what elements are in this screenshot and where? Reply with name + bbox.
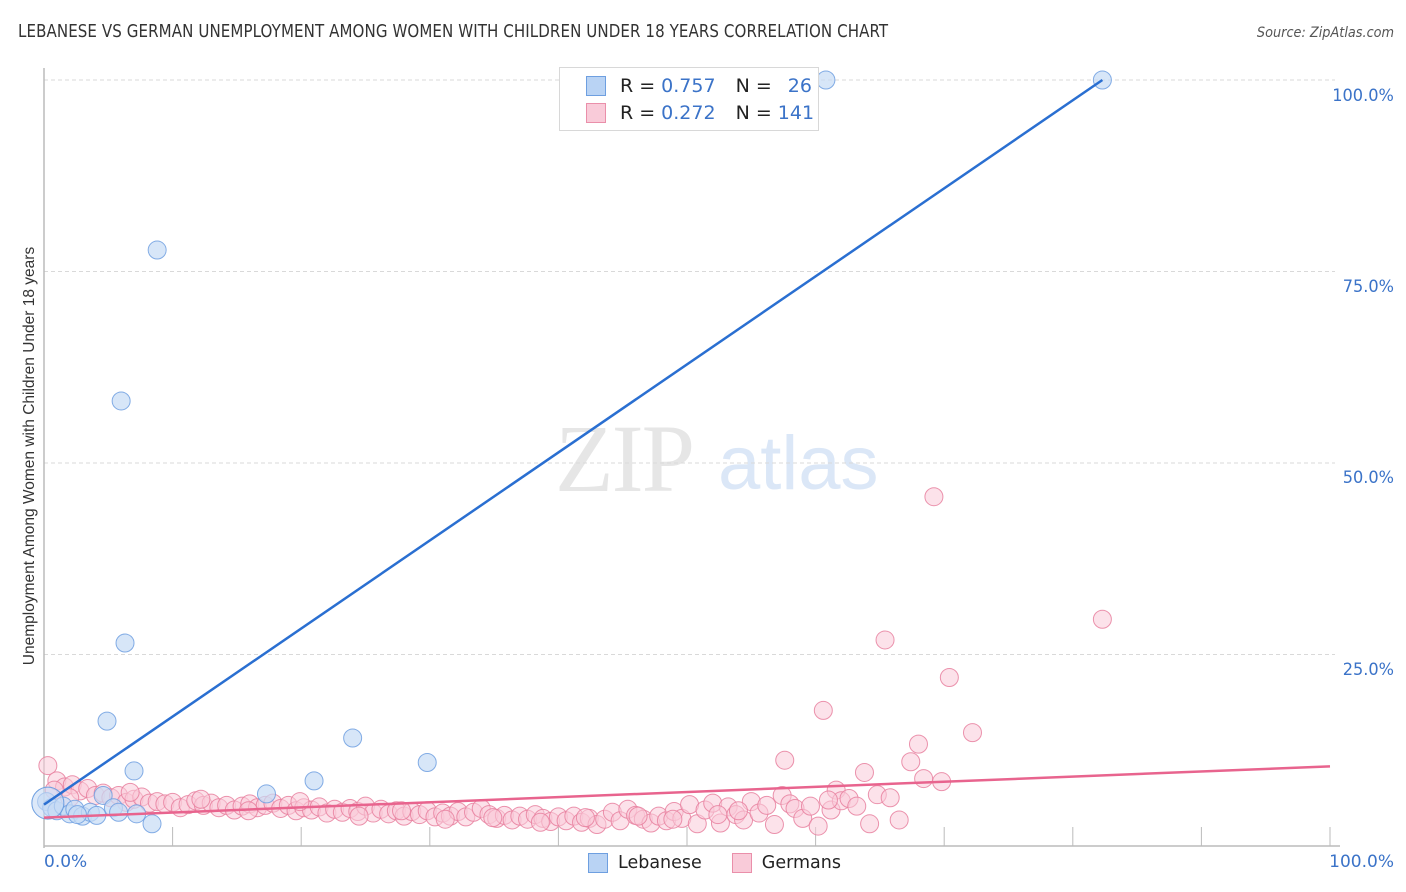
data-point	[483, 808, 503, 828]
r-label: R =	[620, 102, 656, 124]
r-label: R =	[620, 75, 656, 97]
data-point	[708, 805, 728, 825]
y-tick-75: 75.0%	[1342, 277, 1394, 297]
axes	[43, 68, 1340, 848]
data-point	[343, 728, 363, 748]
data-point	[256, 784, 276, 804]
data-point	[939, 667, 959, 687]
y-axis-label: Unemployment Among Women with Children U…	[21, 246, 38, 666]
legend-label-germans: Germans	[761, 853, 841, 873]
data-point	[962, 723, 982, 743]
data-point	[67, 805, 87, 825]
data-point	[628, 806, 648, 826]
r-value-germans: 0.272	[661, 102, 716, 124]
lebanese-legend-icon	[588, 853, 608, 873]
data-point	[147, 240, 167, 260]
chart-title: LEBANESE VS GERMAN UNEMPLOYMENT AMONG WO…	[18, 22, 889, 42]
x-tick-0: 0.0%	[44, 852, 88, 872]
data-point	[111, 391, 131, 411]
legend-item-lebanese[interactable]: Lebanese	[588, 853, 702, 873]
data-point	[575, 808, 595, 828]
legend-label-lebanese: Lebanese	[618, 853, 702, 873]
data-point	[120, 782, 140, 802]
n-value-lebanese: 26	[787, 75, 812, 97]
data-point	[914, 769, 934, 789]
data-point	[417, 753, 437, 773]
gridlines	[44, 79, 1335, 655]
data-point	[728, 801, 748, 821]
data-point	[800, 796, 820, 816]
data-point	[847, 796, 867, 816]
data-point	[889, 810, 909, 830]
series-legend: Lebanese Germans	[588, 853, 871, 873]
n-label: N =	[735, 102, 772, 124]
data-point	[908, 734, 928, 754]
data-point	[124, 761, 144, 781]
data-point	[349, 806, 369, 826]
data-point	[757, 795, 777, 815]
data-point	[808, 816, 828, 836]
data-point	[860, 814, 880, 834]
legend-item-germans[interactable]: Germans	[731, 853, 841, 873]
correlation-legend: R = 0.757 N = 26 R = 0.272 N = 141	[559, 67, 819, 131]
y-tick-25: 25.0%	[1342, 660, 1394, 680]
data-point	[392, 801, 412, 821]
y-tick-50: 50.0%	[1342, 468, 1394, 488]
data-point	[813, 700, 833, 720]
data-point	[115, 633, 135, 653]
y-tick-100: 100.0%	[1332, 86, 1394, 106]
data-point	[142, 814, 162, 834]
data-point	[304, 771, 324, 791]
source-label: Source: ZipAtlas.com	[1256, 25, 1394, 41]
n-value-germans: 141	[777, 102, 815, 124]
data-point	[93, 785, 113, 805]
n-label: N =	[735, 75, 772, 97]
data-point	[663, 809, 683, 829]
x-tick-100: 100.0%	[1329, 852, 1394, 872]
germans-legend-icon	[731, 853, 752, 873]
r-value-lebanese: 0.757	[661, 75, 716, 97]
watermark-zip: ZIP	[555, 405, 695, 512]
data-point	[97, 711, 117, 731]
germans-trend-line	[43, 765, 1331, 819]
data-point	[775, 750, 795, 770]
trend-lines	[43, 78, 1331, 819]
lebanese-points	[31, 70, 1112, 834]
data-point	[109, 802, 129, 822]
lebanese-trend-line	[43, 78, 1104, 806]
data-point	[854, 762, 874, 782]
germans-swatch-icon	[586, 103, 606, 123]
data-point	[38, 756, 58, 776]
legend-row-germans: R = 0.272 N = 141	[586, 101, 814, 125]
data-point	[1092, 609, 1112, 629]
data-point	[924, 487, 944, 507]
data-point	[818, 790, 838, 810]
data-point	[875, 630, 895, 650]
legend-row-lebanese: R = 0.757 N = 26	[586, 74, 812, 98]
data-point	[764, 815, 784, 835]
germans-points	[38, 487, 1112, 836]
lebanese-swatch-icon	[586, 76, 606, 96]
data-point	[191, 789, 211, 809]
data-point	[435, 809, 455, 829]
data-point	[816, 70, 836, 90]
data-point	[901, 752, 921, 772]
data-point	[880, 788, 900, 808]
data-point	[530, 812, 550, 832]
